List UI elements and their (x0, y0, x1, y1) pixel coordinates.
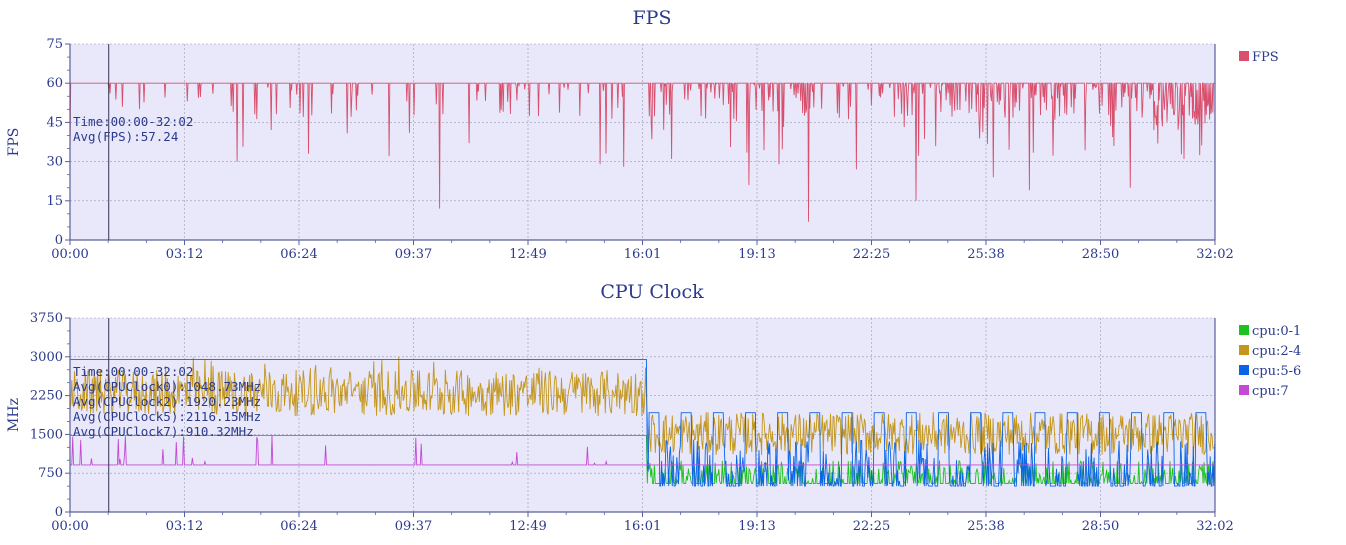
fps-chart: FPS 0 15 30 45 60 75 00:00 03:12 06:24 09:37 12:49… (6, 7, 1279, 262)
y-tick-label: 3750 (30, 311, 63, 326)
tooltip-line: Avg(FPS):57.24 (73, 129, 178, 144)
legend-swatch (1239, 345, 1249, 355)
y-tick-label: 30 (46, 155, 63, 170)
legend-swatch (1239, 385, 1249, 395)
x-tick-label: 12:49 (509, 247, 546, 262)
tooltip-line: Avg(CPUClock2):1920.23MHz (73, 394, 261, 409)
fps-chart-title: FPS (633, 7, 672, 29)
tooltip-line: Time:00:00-32:02 (73, 364, 193, 379)
y-tick-label: 45 (46, 115, 63, 130)
x-tick-label: 03:12 (166, 519, 203, 534)
x-tick-label: 06:24 (280, 247, 317, 262)
tooltip-line: Avg(CPUClock5):2116.15MHz (73, 409, 261, 424)
cpu-chart: CPU Clock 0 750 1500 2250 3000 3750 00:00 03:12… (6, 281, 1301, 534)
fps-axes (65, 43, 1216, 245)
y-tick-label: 2250 (30, 389, 63, 404)
x-tick-label: 22:25 (853, 519, 890, 534)
cpu-series (69, 356, 1216, 487)
legend-label: cpu:5-6 (1252, 364, 1301, 379)
x-tick-label: 19:13 (738, 519, 775, 534)
x-tick-label: 32:02 (1196, 247, 1233, 262)
x-tick-label: 06:24 (280, 519, 317, 534)
legend-label: cpu:0-1 (1252, 324, 1301, 339)
fps-y-axis-label: FPS (6, 128, 22, 157)
y-tick-label: 15 (46, 194, 63, 209)
legend-label: cpu:2-4 (1252, 344, 1301, 359)
legend-swatch (1239, 325, 1249, 335)
x-tick-label: 03:12 (166, 247, 203, 262)
cpu-series-line-cpu-7 (70, 435, 1215, 466)
legend-swatch (1239, 51, 1249, 61)
cpu-y-axis-label: MHz (6, 398, 22, 432)
x-tick-label: 22:25 (853, 247, 890, 262)
cpu-legend[interactable]: cpu:0-1 cpu:2-4 cpu:5-6 cpu:7 (1239, 324, 1301, 399)
x-tick-label: 00:00 (51, 247, 88, 262)
fps-tick-labels: 0 15 30 45 60 75 00:00 03:12 06:24 09:37 12:49 16:0… (46, 37, 1233, 262)
legend-label: FPS (1252, 50, 1279, 65)
y-tick-label: 0 (55, 233, 63, 248)
x-tick-label: 09:37 (395, 519, 432, 534)
tooltip-line: Avg(CPUClock0):1048.73MHz (73, 379, 261, 394)
x-tick-label: 25:38 (967, 247, 1004, 262)
fps-series-line (69, 81, 1215, 222)
x-tick-label: 00:00 (51, 519, 88, 534)
x-tick-label: 28:50 (1082, 519, 1119, 534)
x-tick-label: 12:49 (509, 519, 546, 534)
cpu-series-line-cpu-5-6 (70, 358, 1216, 487)
cpu-chart-title: CPU Clock (600, 281, 704, 303)
cpu-axes (65, 317, 1216, 517)
cpu-tick-labels: 0 750 1500 2250 3000 3750 00:00 03:12 06:24 09:37… (30, 311, 1234, 534)
fps-legend[interactable]: FPS (1239, 50, 1279, 65)
x-tick-label: 28:50 (1082, 247, 1119, 262)
x-tick-label: 16:01 (624, 519, 661, 534)
y-tick-label: 75 (46, 37, 63, 52)
fps-series (69, 81, 1215, 222)
legend-label: cpu:7 (1252, 384, 1289, 399)
x-tick-label: 19:13 (738, 247, 775, 262)
y-tick-label: 1500 (30, 427, 63, 442)
legend-swatch (1239, 365, 1249, 375)
y-tick-label: 3000 (30, 350, 63, 365)
cpu-tooltip: Time:00:00-32:02Avg(CPUClock0):1048.73MH… (73, 364, 261, 439)
tooltip-line: Avg(CPUClock7):910.32MHz (73, 424, 254, 439)
x-tick-label: 16:01 (624, 247, 661, 262)
x-tick-label: 09:37 (395, 247, 432, 262)
y-tick-label: 750 (38, 466, 63, 481)
x-tick-label: 25:38 (967, 519, 1004, 534)
y-tick-label: 60 (46, 76, 63, 91)
x-tick-label: 32:02 (1196, 519, 1233, 534)
y-tick-label: 0 (55, 505, 63, 520)
tooltip-line: Time:00:00-32:02 (73, 114, 193, 129)
